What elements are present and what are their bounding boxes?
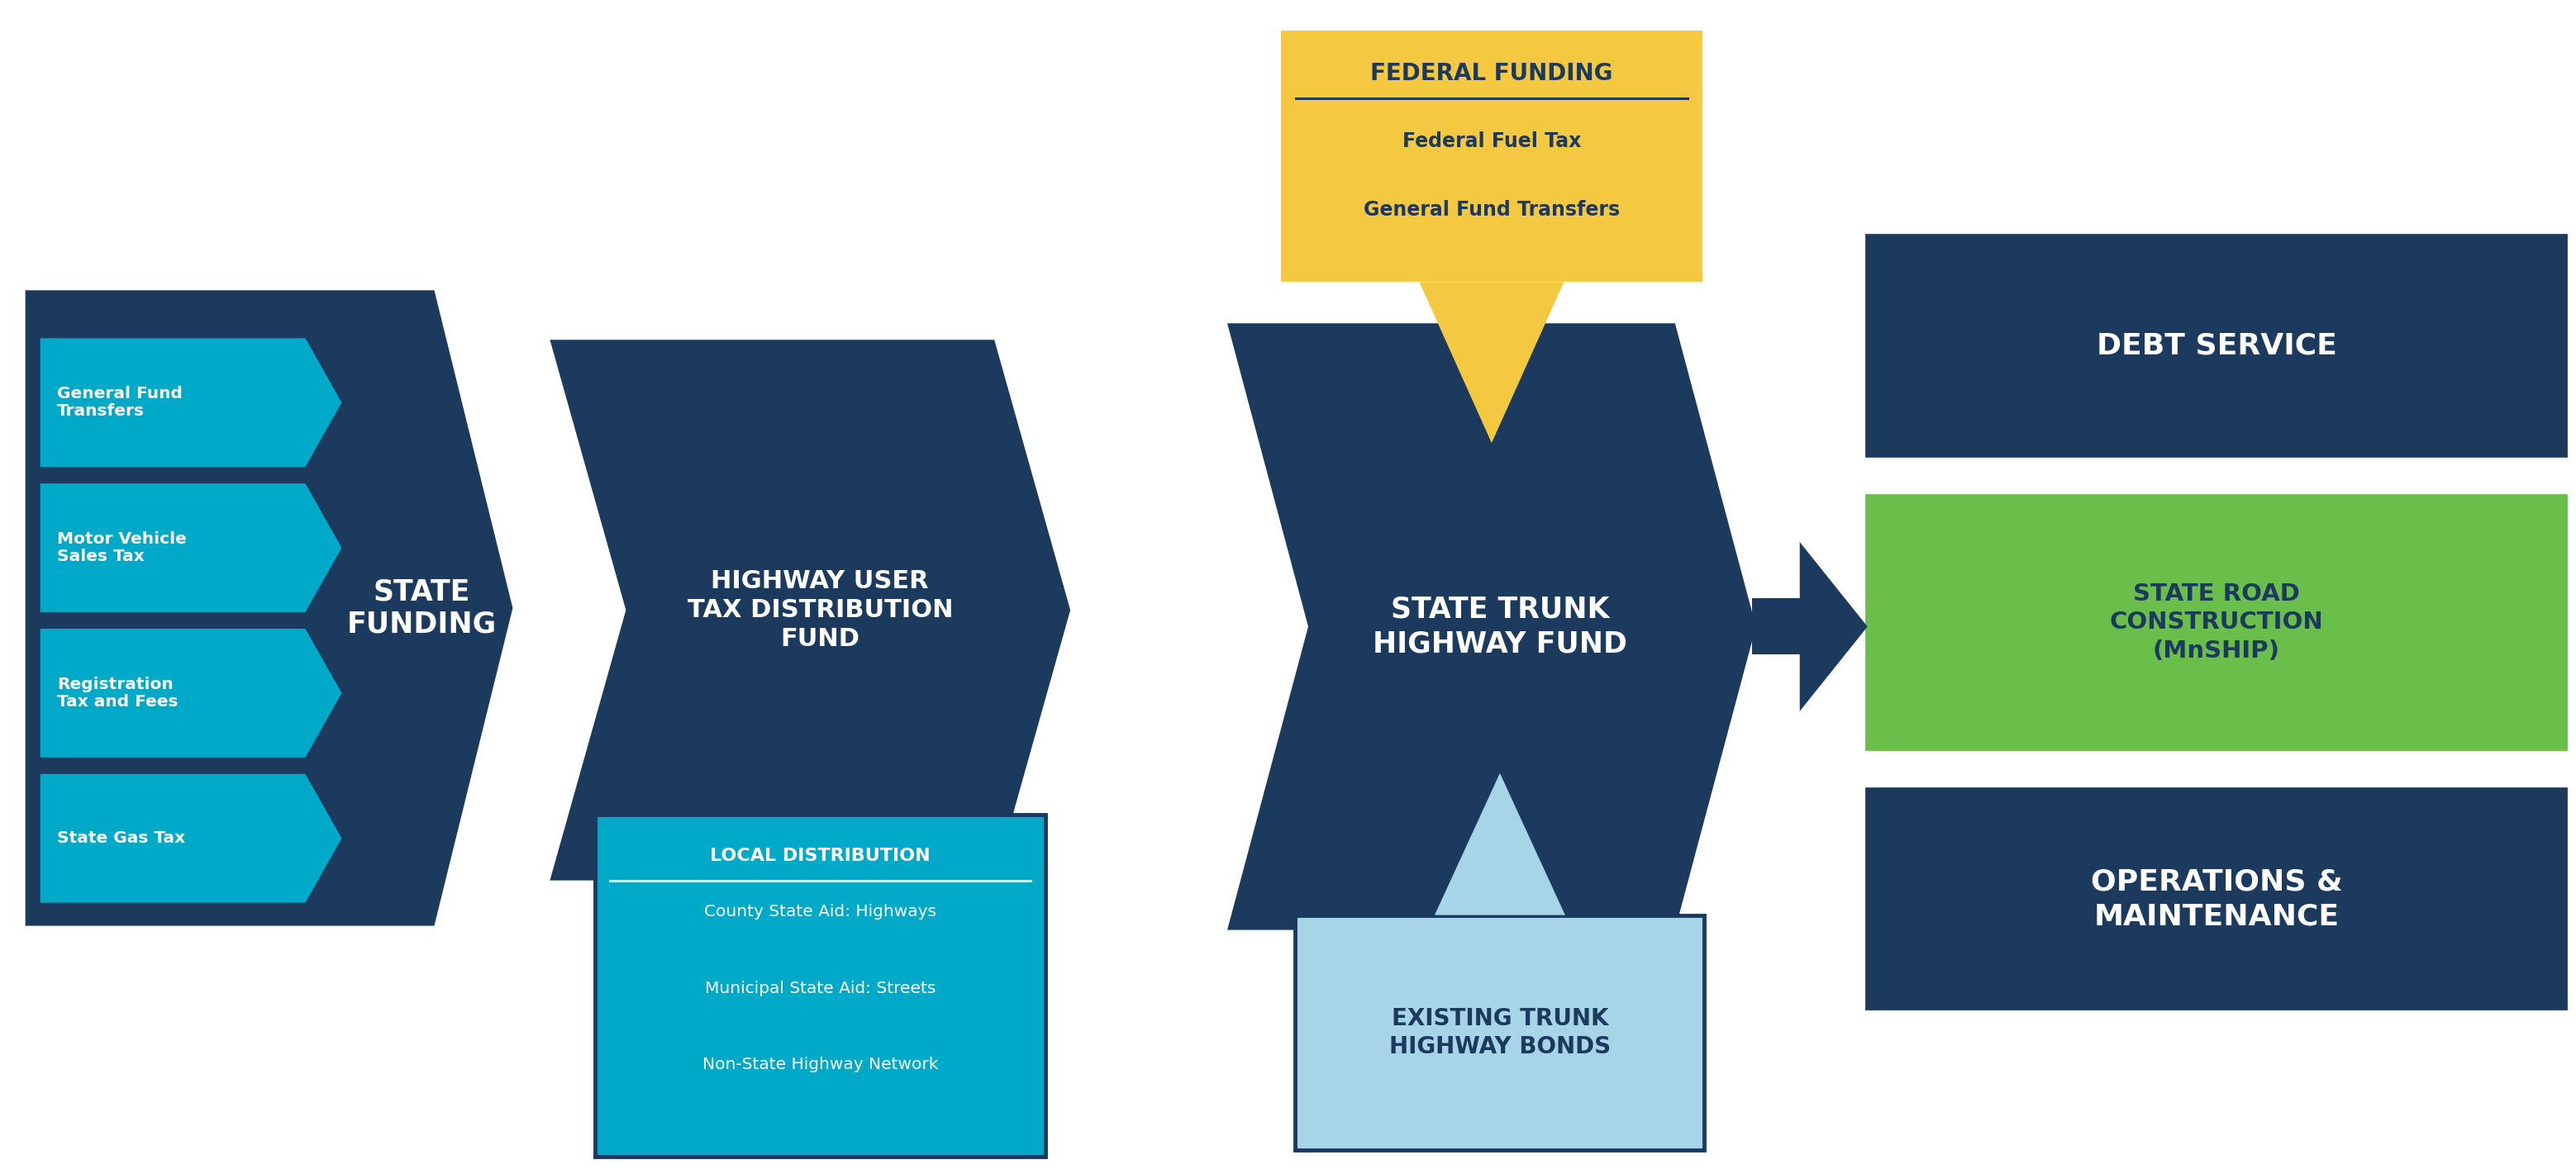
Text: State Gas Tax: State Gas Tax [57, 830, 185, 846]
Polygon shape [41, 774, 343, 903]
Polygon shape [26, 290, 513, 926]
Polygon shape [41, 338, 343, 467]
Text: General Fund
Transfers: General Fund Transfers [57, 386, 183, 419]
Text: EXISTING TRUNK
HIGHWAY BONDS: EXISTING TRUNK HIGHWAY BONDS [1388, 1007, 1610, 1059]
Polygon shape [755, 880, 886, 1023]
Text: STATE ROAD
CONSTRUCTION
(MnSHIP): STATE ROAD CONSTRUCTION (MnSHIP) [2110, 582, 2324, 662]
Text: FEDERAL FUNDING: FEDERAL FUNDING [1370, 62, 1613, 85]
Text: HIGHWAY USER
TAX DISTRIBUTION
FUND: HIGHWAY USER TAX DISTRIBUTION FUND [688, 569, 953, 652]
Text: General Fund Transfers: General Fund Transfers [1363, 201, 1620, 221]
Polygon shape [1226, 323, 1757, 930]
Polygon shape [1419, 282, 1564, 443]
Text: Registration
Tax and Fees: Registration Tax and Fees [57, 676, 178, 710]
Text: Municipal State Aid: Streets: Municipal State Aid: Streets [706, 980, 935, 996]
Bar [1862, 232, 2571, 459]
Polygon shape [41, 484, 343, 612]
Text: Federal Fuel Tax: Federal Fuel Tax [1401, 131, 1582, 150]
Text: Non-State Highway Network: Non-State Highway Network [703, 1057, 938, 1073]
Text: STATE
FUNDING: STATE FUNDING [348, 578, 497, 639]
Text: DEBT SERVICE: DEBT SERVICE [2097, 332, 2336, 360]
Polygon shape [1801, 542, 1868, 711]
Bar [1752, 599, 1801, 655]
Text: Motor Vehicle
Sales Tax: Motor Vehicle Sales Tax [57, 531, 185, 565]
Text: LOCAL DISTRIBUTION: LOCAL DISTRIBUTION [711, 848, 930, 864]
Text: STATE TRUNK
HIGHWAY FUND: STATE TRUNK HIGHWAY FUND [1373, 595, 1628, 659]
Bar [1862, 493, 2571, 753]
Polygon shape [41, 629, 343, 757]
Bar [595, 815, 1046, 1156]
Bar [1862, 785, 2571, 1012]
Polygon shape [1435, 774, 1566, 915]
Polygon shape [549, 339, 1072, 880]
Bar [1280, 31, 1703, 282]
Text: OPERATIONS &
MAINTENANCE: OPERATIONS & MAINTENANCE [2092, 868, 2342, 931]
Text: County State Aid: Highways: County State Aid: Highways [703, 904, 935, 919]
Bar [1296, 915, 1705, 1151]
